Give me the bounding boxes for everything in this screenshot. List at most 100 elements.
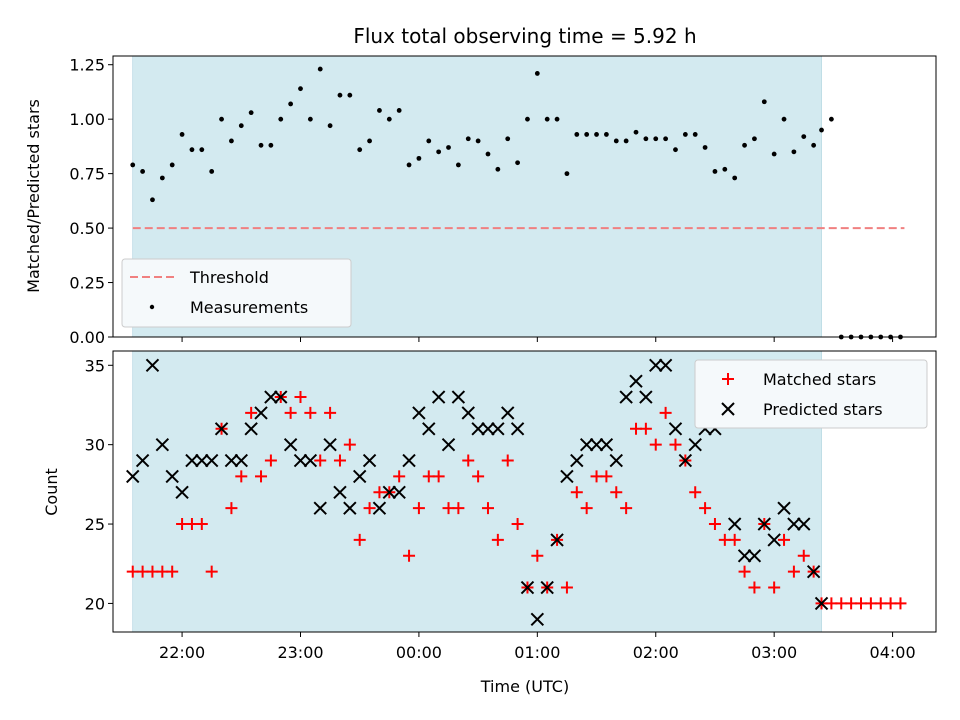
matched-stars-point [491,533,504,546]
predicted-stars-point [629,374,643,388]
matched-stars-point [560,581,573,594]
predicted-stars-point [747,549,762,563]
top-legend-box [121,258,352,328]
y-tick-label: 30 [85,436,105,455]
measurements-point [495,166,501,172]
measurements-point [781,116,787,122]
bottom-y-axis-label: Count [42,468,61,516]
predicted-stars-point [639,390,653,404]
predicted-stars-point [195,453,209,468]
y-tick-label: 1.00 [69,110,105,129]
top-legend: Threshold Measurements [121,258,352,328]
matched-stars-point [393,470,406,483]
matched-stars-point [797,549,810,562]
matched-stars-point [570,486,583,499]
chart-title: Flux total observing time = 5.92 h [353,24,696,48]
matched-stars-point [531,549,544,562]
predicted-stars-point [530,612,545,627]
measurements-point [317,66,323,72]
matched-stars-point [768,581,781,594]
measurements-point [327,123,333,129]
predicted-stars-legend-swatch [721,402,735,416]
x-tick-label: 02:00 [633,643,679,662]
predicted-stars-point [204,453,219,468]
measurements-point [179,132,185,137]
predicted-stars-point [560,469,574,484]
predicted-stars-point [165,469,179,484]
predicted-stars-point [392,485,406,500]
predicted-stars-point [599,437,614,452]
matched-stars-point [284,406,297,419]
predicted-stars-point [382,485,397,500]
matched-stars-point [403,549,416,562]
predicted-stars-point [806,564,821,579]
matched-stars-point [481,502,494,515]
predicted-stars-point [787,517,801,531]
predicted-stars-point [333,485,347,500]
predicted-stars-point [737,549,752,563]
measurements-point [732,175,738,181]
measurements-point [455,162,461,168]
predicted-stars-point [422,422,436,436]
matched-stars-legend-label: Matched stars [763,370,876,389]
measurements-point [712,169,718,174]
measurements-point [564,171,570,177]
measurements-point [229,138,234,144]
measurements-point [248,110,254,116]
x-tick-label: 00:00 [396,643,442,662]
measurements-point [515,160,520,166]
measurements-point [722,166,728,172]
measurements-point [594,132,599,137]
measurements-legend-swatch [149,304,155,310]
matched-stars-point [669,438,682,451]
measurements-point [337,92,343,98]
predicted-stars-point [481,422,495,436]
measurements-point [150,197,155,203]
measurements-point [554,116,560,122]
measurements-legend-label: Measurements [190,298,308,317]
y-tick-label: 0.50 [69,219,105,238]
matched-stars-point [620,502,633,515]
predicted-stars-point [234,453,248,468]
measurements-point [613,138,619,144]
matched-stars-point [304,406,317,419]
measurements-point [811,142,817,148]
y-tick-label: 0.00 [69,328,105,347]
predicted-stars-point [777,501,791,515]
measurements-point [584,132,590,137]
top-panel: 0.00 0.25 0.50 0.75 1.00 1.25 Matched/Predict… [24,55,937,347]
matched-stars-point [363,502,376,515]
x-tick-label: 04:00 [870,643,916,662]
measurements-point [238,123,244,129]
measurements-point [130,162,136,168]
top-panel-frame [112,55,937,338]
predicted-stars-point [451,390,466,404]
predicted-stars-point [550,533,564,547]
x-tick-label: 01:00 [514,643,560,662]
predicted-stars-point [155,437,170,452]
matched-stars-point [659,406,672,419]
predicted-stars-point [224,453,239,468]
matched-stars-point [472,470,485,483]
predicted-stars-point [313,501,327,515]
matched-stars-point [205,565,218,578]
predicted-stars-point [678,453,693,468]
measurements-point [663,136,669,142]
predicted-stars-point [797,517,811,531]
predicted-stars-point [323,437,337,452]
bottom-panel-frame [112,350,937,633]
measurements-point [544,116,550,122]
predicted-stars-point [510,422,525,436]
matched-stars-point [600,470,613,483]
predicted-stars-point [668,422,683,436]
matched-stars-point [699,502,712,515]
measurements-point [219,116,224,122]
x-axis-label: Time (UTC) [480,677,569,696]
matched-stars-legend-swatch [722,373,734,385]
matched-stars-point [412,502,425,515]
y-tick-label: 0.75 [69,165,105,184]
predicted-stars-point [264,390,278,404]
predicted-stars-point [540,580,554,595]
measurements-point [357,147,363,153]
x-tick-label: 22:00 [159,643,205,662]
